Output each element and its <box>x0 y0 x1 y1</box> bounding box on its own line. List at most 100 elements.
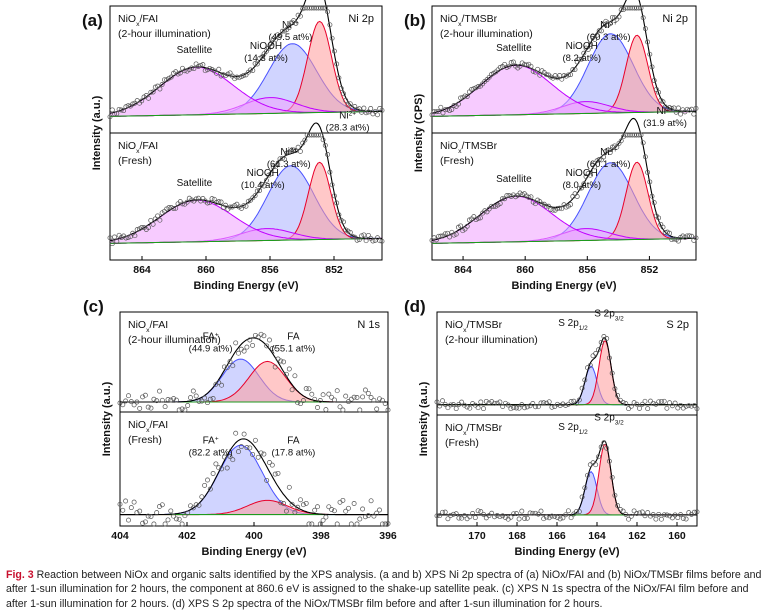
data-point <box>126 393 131 399</box>
data-point <box>519 508 525 514</box>
data-point <box>331 193 337 199</box>
data-point <box>379 238 385 244</box>
data-point <box>331 48 337 54</box>
data-point <box>636 5 642 11</box>
data-point <box>320 392 326 398</box>
data-point <box>574 194 580 199</box>
data-point <box>522 405 528 411</box>
peak-label: Satellite <box>177 45 213 56</box>
data-point <box>329 394 335 400</box>
data-point <box>300 398 306 404</box>
peak-percent: (28.3 at%) <box>326 122 370 133</box>
data-point <box>173 516 179 522</box>
peak-fill <box>432 162 696 244</box>
data-point <box>673 109 679 115</box>
data-point <box>289 387 295 393</box>
data-point <box>568 515 574 521</box>
data-point <box>210 396 216 401</box>
data-point <box>216 380 222 386</box>
data-point <box>656 89 662 95</box>
data-point <box>653 516 659 522</box>
data-point <box>693 235 699 241</box>
peak-label: Ni3+ <box>600 147 617 159</box>
data-point <box>623 511 629 517</box>
data-point <box>497 514 503 520</box>
data-point <box>464 94 470 99</box>
data-point <box>357 516 363 522</box>
data-point <box>607 150 613 155</box>
data-point <box>513 405 519 411</box>
data-point <box>444 230 450 236</box>
data-point <box>137 508 143 514</box>
data-point <box>453 231 459 237</box>
data-point <box>118 107 124 113</box>
data-point <box>478 399 484 405</box>
data-point <box>483 515 489 521</box>
x-tick-label: 398 <box>312 530 330 542</box>
data-point <box>359 233 365 239</box>
peak-label: Ni3+ <box>280 147 297 159</box>
data-point <box>492 514 497 520</box>
x-tick-label: 852 <box>325 264 343 276</box>
data-point <box>363 110 369 116</box>
data-point <box>261 183 267 189</box>
data-point <box>615 503 621 509</box>
condition-label: (2-hour illumination) <box>128 334 221 346</box>
data-point <box>205 400 210 406</box>
background-line <box>110 237 383 244</box>
data-point <box>210 471 216 476</box>
data-point <box>365 232 371 238</box>
data-point <box>315 504 320 510</box>
condition-label: (2-hour illumination) <box>118 28 211 40</box>
data-point <box>360 506 366 512</box>
data-point <box>295 504 301 510</box>
data-point <box>362 387 368 393</box>
data-point <box>347 229 353 235</box>
data-point <box>494 513 500 518</box>
data-point <box>230 457 236 463</box>
data-point <box>270 164 276 170</box>
data-point <box>436 109 442 115</box>
data-point <box>233 340 239 346</box>
data-point <box>329 182 335 188</box>
peak-percent: (82.2 at%) <box>189 447 233 458</box>
data-point <box>177 70 183 76</box>
data-point <box>162 404 168 410</box>
data-point <box>603 18 609 24</box>
data-point <box>248 67 253 73</box>
data-point <box>123 104 129 110</box>
data-point <box>326 391 332 397</box>
peak-label: NiOOH <box>247 168 279 179</box>
data-point <box>616 14 622 20</box>
data-point <box>524 515 530 521</box>
data-point <box>546 203 552 209</box>
data-point <box>148 217 154 223</box>
data-point <box>667 230 673 236</box>
data-point <box>255 334 261 340</box>
data-point <box>486 513 492 519</box>
data-point <box>459 515 465 521</box>
data-point <box>354 106 360 112</box>
data-point <box>533 404 538 410</box>
data-point <box>142 392 148 398</box>
data-point <box>612 386 618 392</box>
data-point <box>585 47 591 52</box>
data-point <box>500 404 506 409</box>
data-point <box>320 137 326 143</box>
data-point <box>604 336 610 341</box>
data-point <box>598 28 604 34</box>
data-point <box>651 200 657 206</box>
data-point <box>576 509 582 515</box>
figure-caption: Fig. 3 Reaction between NiOx and organic… <box>6 568 772 611</box>
data-point <box>691 509 697 515</box>
data-point <box>516 405 522 411</box>
subplot-fresh: NiOx/FAI(Fresh) Ni3+(61.3 at%) Ni2+(28.3 a… <box>107 110 385 247</box>
data-point <box>219 466 225 472</box>
data-point <box>120 402 126 408</box>
data-point <box>300 6 306 12</box>
data-point <box>541 400 547 406</box>
data-point <box>139 98 145 104</box>
peak-percent: (17.8 at%) <box>271 447 315 458</box>
data-point <box>255 454 261 460</box>
data-point <box>618 7 624 13</box>
